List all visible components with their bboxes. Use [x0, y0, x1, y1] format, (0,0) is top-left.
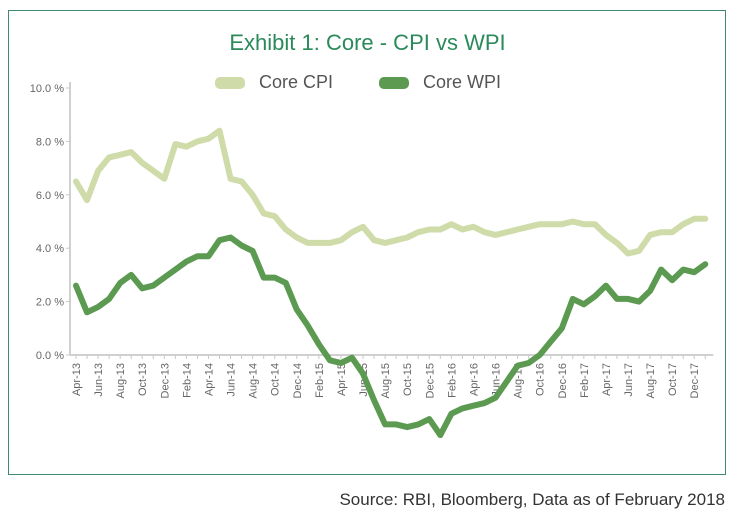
x-tick-label: Oct-17 — [667, 363, 679, 396]
x-tick-label: Aug-15 — [380, 363, 392, 398]
legend-item-core-wpi: Core WPI — [379, 72, 501, 93]
x-tick-label: Oct-15 — [402, 363, 414, 396]
x-tick-label: Apr-15 — [336, 363, 348, 396]
y-tick-label: 2.0 % — [36, 297, 64, 309]
x-tick-label: Aug-13 — [115, 363, 127, 398]
source-note: Source: RBI, Bloomberg, Data as of Febru… — [339, 490, 725, 509]
x-tick-label: Apr-13 — [71, 363, 83, 396]
x-tick-label: Aug-17 — [645, 363, 657, 398]
x-tick-label: Apr-17 — [601, 363, 613, 396]
chart-title: Exhibit 1: Core - CPI vs WPI — [229, 30, 506, 55]
y-tick-label: 4.0 % — [36, 243, 64, 255]
series-line-core-cpi — [73, 127, 709, 257]
x-tick-label: Feb-16 — [446, 363, 458, 398]
x-tick-label: Aug-14 — [248, 363, 260, 398]
x-tick-label: Feb-14 — [181, 363, 193, 398]
y-tick-label: 6.0 % — [36, 190, 64, 202]
x-tick-label: Dec-14 — [292, 363, 304, 398]
x-tick-label: Oct-13 — [137, 363, 149, 396]
y-tick-label: 10.0 % — [30, 83, 64, 95]
x-tick-label: Oct-16 — [535, 363, 547, 396]
exhibit-frame — [8, 10, 726, 475]
x-tick-label: Jun-14 — [226, 363, 238, 397]
x-tick-label: Dec-13 — [159, 363, 171, 398]
legend-label-core-cpi: Core CPI — [259, 72, 334, 92]
legend-swatch-core-cpi — [215, 76, 245, 89]
x-tick-label: Jun-13 — [93, 363, 105, 397]
series-line-core-wpi — [73, 234, 709, 439]
x-tick-label: Apr-14 — [203, 363, 215, 396]
x-tick-label: Dec-17 — [689, 363, 701, 398]
x-tick-label: Oct-14 — [270, 363, 282, 396]
x-tick-label: Apr-16 — [468, 363, 480, 396]
y-tick-label: 0.0 % — [36, 350, 64, 362]
x-tick-label: Feb-17 — [579, 363, 591, 398]
legend-label-core-wpi: Core WPI — [423, 72, 502, 92]
x-tick-label: Jun-17 — [623, 363, 635, 397]
x-tick-label: Feb-15 — [314, 363, 326, 398]
x-tick-label: Dec-15 — [424, 363, 436, 398]
legend-swatch-core-wpi — [379, 76, 410, 89]
legend: Core CPI Core WPI — [215, 72, 547, 93]
x-tick-label: Dec-16 — [557, 363, 569, 398]
legend-item-core-cpi: Core CPI — [215, 72, 333, 93]
y-tick-label: 8.0 % — [36, 136, 64, 148]
